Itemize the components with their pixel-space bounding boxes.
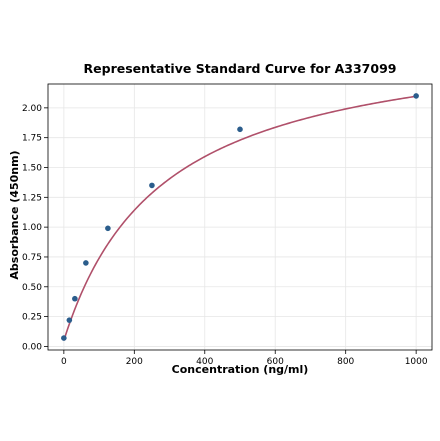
data-point (105, 225, 111, 232)
y-tick-label: 1.25 (22, 193, 42, 203)
x-axis: 0 200 400 600 800 1000 (61, 350, 428, 367)
plot-frame (47, 83, 433, 351)
y-tick-label: 0.00 (22, 342, 42, 352)
y-tick-label: 0.25 (22, 313, 42, 323)
y-tick-label: 1.00 (22, 223, 42, 233)
y-axis-label: Absorbance (450nm) (8, 150, 21, 279)
y-tick-label: 0.75 (22, 253, 42, 263)
data-point (61, 335, 67, 341)
x-tick-label: 800 (337, 357, 354, 367)
data-point (237, 126, 243, 133)
y-axis: 0.00 0.25 0.50 0.75 1.00 1.25 1.50 1.75 2.00 (22, 104, 48, 352)
y-tick-label: 1.50 (22, 163, 42, 173)
x-tick-label: 200 (126, 357, 143, 367)
grid (48, 84, 432, 350)
data-points (61, 93, 419, 341)
y-tick-label: 0.50 (22, 283, 42, 293)
y-tick-label: 2.00 (22, 104, 42, 114)
data-point (149, 182, 155, 189)
x-tick-label: 1000 (405, 357, 428, 367)
x-tick-label: 0 (61, 357, 67, 367)
fit-curve (63, 95, 417, 341)
y-tick-label: 1.75 (22, 134, 42, 144)
data-point (413, 93, 419, 99)
data-point (66, 317, 73, 323)
x-tick-label: 600 (267, 357, 284, 367)
data-point (83, 260, 89, 266)
x-tick-label: 400 (196, 357, 213, 367)
data-point (72, 295, 78, 302)
chart-title: Representative Standard Curve for A33709… (84, 61, 397, 76)
x-axis-label: Concentration (ng/ml) (172, 363, 309, 376)
